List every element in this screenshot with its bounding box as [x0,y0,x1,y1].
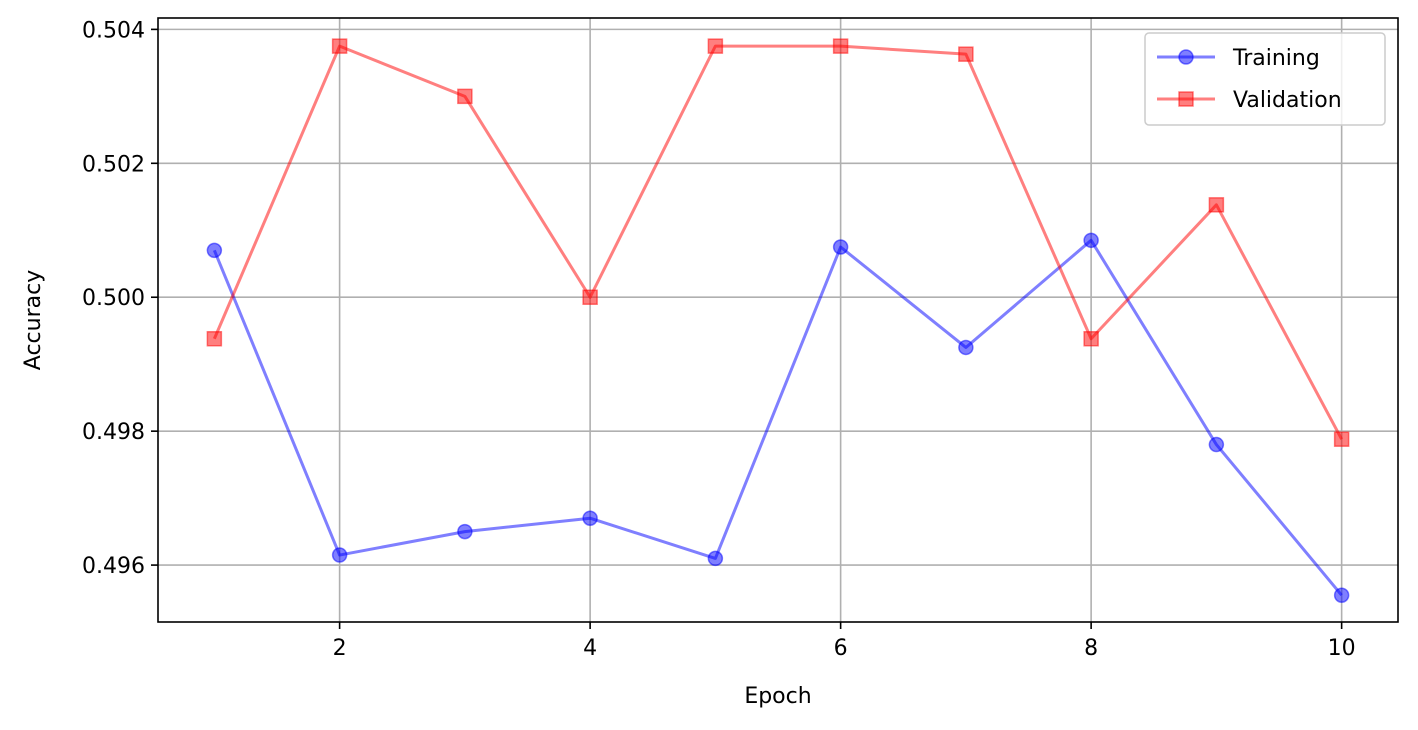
data-point [1208,436,1225,453]
legend-marker [1178,49,1194,65]
grid [158,18,1398,622]
data-point [707,38,724,54]
data-point [1333,431,1350,447]
data-point [206,242,223,259]
data-point [1083,330,1099,347]
data-point [832,38,849,54]
data-point [1083,232,1099,249]
x-tick-label: 6 [834,636,848,661]
data-point [1208,197,1225,213]
y-tick-label: 0.498 [82,420,145,445]
axes: 2 4 6 8 10 0.496 0.498 0.500 0.502 0.504 [82,17,1399,661]
data-point [707,550,724,567]
legend-marker [1178,91,1194,107]
x-tick-label: 4 [583,636,597,661]
data-point [206,330,223,347]
x-axis-label: Epoch [744,684,811,709]
y-tick-label: 0.500 [82,286,145,311]
data-point [958,339,974,356]
legend-label: Training [1232,46,1320,71]
series-line [212,238,1343,597]
x-tick-label: 8 [1084,636,1098,661]
data-point [832,239,849,255]
data-point [457,88,473,105]
x-tick-label: 10 [1328,636,1356,661]
data-point [1333,587,1350,603]
data-point [958,46,974,62]
y-tick-label: 0.502 [82,152,145,177]
y-tick-label: 0.496 [82,554,145,579]
data-point [331,38,348,54]
data-point [582,510,598,526]
series-layer [206,38,1350,603]
plot-frame [157,17,1399,623]
series-line [212,44,1343,440]
data-point [582,289,598,305]
y-tick-label: 0.504 [82,18,145,43]
data-point [457,523,473,540]
legend-item-training: Training [1157,46,1320,71]
data-point [331,547,348,563]
legend: Training Validation [1144,32,1386,126]
x-tick-label: 2 [333,636,347,661]
legend-item-validation: Validation [1157,88,1342,113]
series-validation [206,38,1350,447]
y-axis-label: Accuracy [21,270,46,370]
series-training [206,232,1350,603]
legend-label: Validation [1233,88,1342,113]
